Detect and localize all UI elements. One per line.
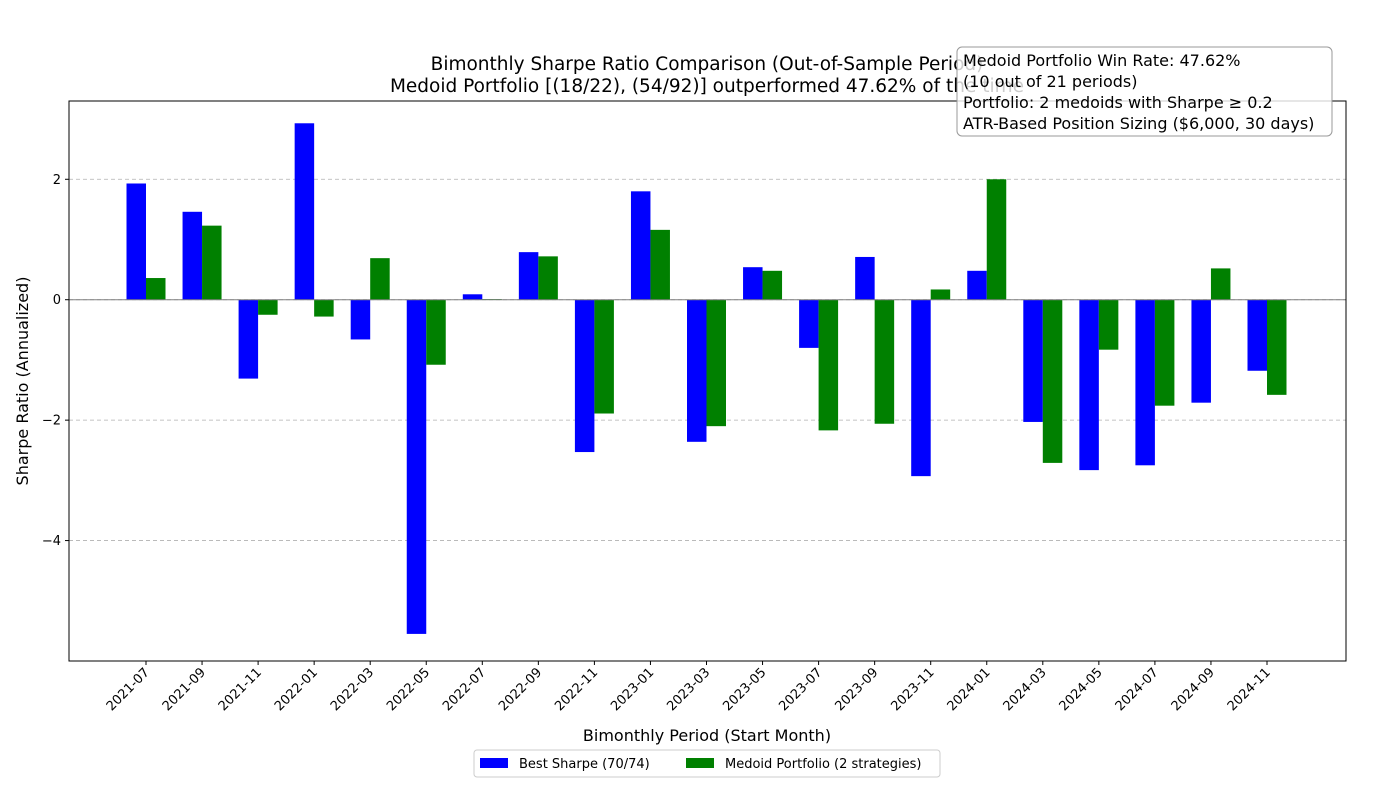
chart-title-line2: Medoid Portfolio [(18/22), (54/92)] outp…: [390, 76, 1024, 97]
bar-s0-2022-01: [294, 123, 315, 300]
bars-layer: [126, 123, 1287, 634]
bar-s1-2024-01: [986, 179, 1007, 300]
bar-s1-2024-05: [1098, 299, 1119, 350]
x-axis-label: Bimonthly Period (Start Month): [583, 726, 831, 745]
bar-s0-2021-11: [238, 299, 259, 379]
bar-s0-2023-01: [630, 191, 651, 300]
bar-s0-2023-09: [855, 256, 875, 300]
y-tick-label: 0: [53, 293, 61, 308]
bar-s1-2022-11: [594, 299, 614, 414]
legend-swatch-medoid-portfolio: [686, 758, 714, 768]
x-tick-label: 2022-05: [384, 665, 433, 714]
x-tick-label: 2023-01: [608, 665, 657, 714]
bar-s1-2023-05: [762, 270, 783, 300]
annotation-box: Medoid Portfolio Win Rate: 47.62% (10 ou…: [956, 46, 1333, 137]
legend-swatch-best-sharpe: [480, 758, 508, 768]
bar-s1-2024-09: [1210, 268, 1231, 300]
bar-s0-2024-07: [1135, 299, 1155, 466]
bar-s0-2022-05: [406, 299, 427, 634]
bar-s1-2021-07: [146, 278, 166, 300]
plot-frame: [68, 100, 1347, 662]
bar-s0-2024-11: [1247, 299, 1267, 371]
bar-s0-2022-11: [574, 299, 595, 453]
bar-s0-2023-05: [743, 267, 763, 300]
x-tick-label: 2022-01: [272, 665, 321, 714]
legend-label-best-sharpe: Best Sharpe (70/74): [519, 757, 650, 772]
x-tick-label: 2021-09: [160, 665, 209, 714]
annotation-line-portfolio: Portfolio: 2 medoids with Sharpe ≥ 0.2: [963, 93, 1273, 112]
annotation-frame: [956, 46, 1333, 137]
bar-s1-2022-09: [538, 256, 558, 300]
x-tick-label: 2022-03: [328, 665, 377, 714]
bar-s1-2022-03: [370, 258, 390, 300]
x-tick-label: 2024-11: [1225, 665, 1274, 714]
annotation-line-sizing: ATR-Based Position Sizing ($6,000, 30 da…: [963, 114, 1314, 133]
bar-s1-2021-09: [202, 225, 222, 300]
bar-s0-2023-11: [911, 299, 931, 477]
bar-s1-2023-03: [706, 299, 726, 427]
bar-s0-2021-07: [126, 183, 146, 300]
x-tick-label: 2023-11: [889, 665, 938, 714]
bar-s0-2022-07: [462, 294, 483, 300]
bar-s1-2024-07: [1154, 299, 1175, 406]
x-tick-label: 2024-03: [1001, 665, 1050, 714]
x-tick-label: 2024-07: [1113, 665, 1162, 714]
x-tick-label: 2023-03: [664, 665, 713, 714]
x-tick-label: 2021-07: [104, 665, 153, 714]
legend: Best Sharpe (70/74) Medoid Portfolio (2 …: [473, 749, 941, 778]
bar-s1-2022-01: [314, 299, 334, 317]
bar-s0-2022-03: [350, 299, 371, 340]
bar-s0-2021-09: [182, 211, 203, 300]
x-tick-label: 2024-01: [945, 665, 994, 714]
y-axis-label: Sharpe Ratio (Annualized): [13, 277, 32, 486]
bar-s1-2023-01: [650, 229, 670, 300]
x-tick-label: 2022-07: [440, 665, 489, 714]
x-tick-label: 2023-07: [776, 665, 825, 714]
bar-s0-2024-05: [1079, 299, 1099, 471]
bar-s1-2023-07: [818, 299, 839, 431]
annotation-line-win-rate: Medoid Portfolio Win Rate: 47.62%: [963, 51, 1241, 70]
bar-s1-2022-05: [426, 299, 446, 365]
y-tick-label: −4: [42, 534, 61, 549]
bar-s1-2024-03: [1042, 299, 1063, 463]
bar-s1-2023-09: [874, 299, 895, 424]
x-tick-label: 2022-11: [552, 665, 601, 714]
bar-s0-2024-03: [1023, 299, 1043, 422]
bar-s0-2024-01: [967, 270, 987, 300]
bar-s0-2023-07: [799, 299, 819, 348]
x-tick-label: 2023-09: [832, 665, 881, 714]
y-tick-label: 2: [53, 173, 61, 188]
legend-label-medoid-portfolio: Medoid Portfolio (2 strategies): [725, 757, 922, 772]
axes-layer: [68, 100, 1347, 662]
bar-s0-2022-09: [518, 252, 539, 300]
y-tick-label: −2: [42, 414, 61, 429]
annotation-line-periods: (10 out of 21 periods): [963, 72, 1137, 91]
x-tick-label: 2024-05: [1057, 665, 1106, 714]
x-tick-label: 2023-05: [720, 665, 769, 714]
x-tick-label: 2022-09: [496, 665, 545, 714]
bar-s1-2023-11: [930, 289, 951, 300]
bar-s0-2024-09: [1191, 299, 1211, 403]
x-tick-label: 2021-11: [216, 665, 265, 714]
chart-title-line1: Bimonthly Sharpe Ratio Comparison (Out-o…: [431, 54, 984, 75]
x-tick-label: 2024-09: [1169, 665, 1218, 714]
bar-s0-2023-03: [687, 299, 707, 442]
bar-s1-2024-11: [1267, 299, 1287, 395]
bar-s1-2021-11: [258, 299, 278, 315]
